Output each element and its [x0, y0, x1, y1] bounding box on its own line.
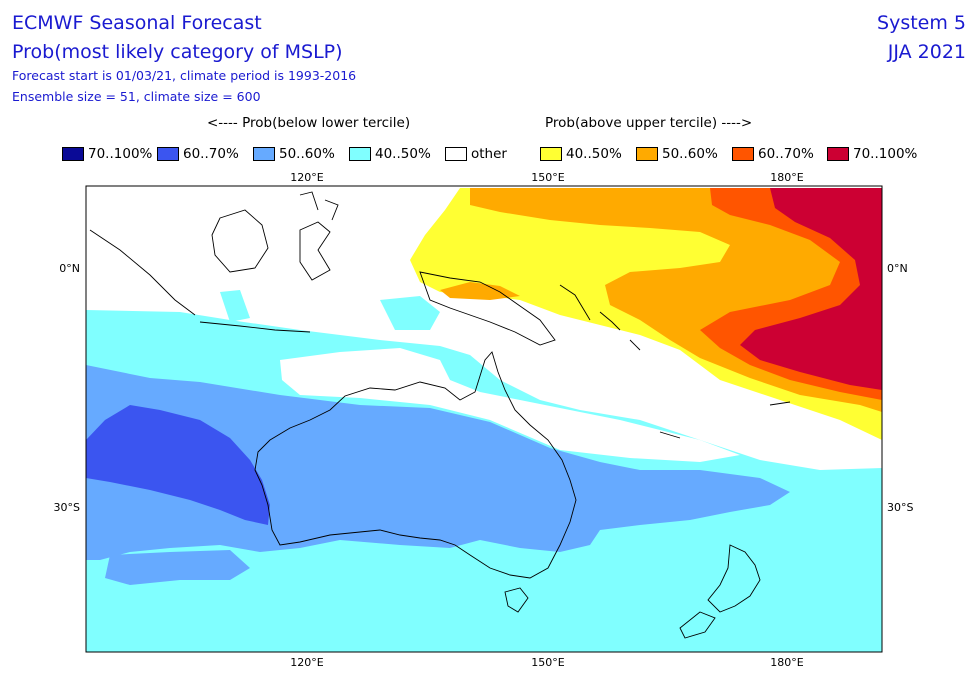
legend-swatch [253, 147, 275, 161]
lon-tick-top-150: 150°E [531, 171, 564, 184]
pacific-islands-coast [559, 284, 791, 439]
lon-tick-bottom-120: 120°E [290, 656, 323, 669]
ensemble-note: Ensemble size = 51, climate size = 600 [12, 89, 261, 104]
region-below-60-70 [86, 405, 270, 525]
lat-tick-right-30s: 30°S [887, 501, 913, 514]
region-above-70-100 [740, 188, 882, 390]
legend-swatch [349, 147, 371, 161]
sumatra-java-coast [89, 229, 311, 333]
sulawesi-coast [299, 221, 331, 281]
lon-tick-bottom-150: 150°E [531, 656, 564, 669]
borneo-coast [211, 209, 269, 273]
australia-coast [254, 351, 577, 579]
chart-title: ECMWF Seasonal Forecast [12, 12, 262, 34]
region-other-interior [280, 348, 740, 462]
lat-tick-left-30s: 30°S [54, 501, 80, 514]
legend-below-heading: <---- Prob(below lower tercile) [207, 115, 411, 131]
legend-label: other [471, 146, 507, 162]
chart-subtitle: Prob(most likely category of MSLP) [12, 41, 343, 63]
lon-tick-top-180: 180°E [770, 171, 803, 184]
legend-above-heading: Prob(above upper tercile) ----> [545, 115, 753, 131]
legend-swatch [827, 147, 849, 161]
lon-tick-top-120: 120°E [290, 171, 323, 184]
legend-label: 60..70% [758, 146, 814, 162]
region-below-50-60-tasman [105, 550, 250, 585]
new-guinea-coast [419, 271, 556, 346]
legend-label: 40..50% [375, 146, 431, 162]
season-label: JJA 2021 [887, 41, 966, 63]
forecast-start-note: Forecast start is 01/03/21, climate peri… [12, 68, 357, 83]
map-frame [85, 185, 883, 653]
legend-label: 70..100% [853, 146, 918, 162]
legend-swatch [540, 147, 562, 161]
new-zealand-coast [679, 544, 761, 639]
legend-label: 60..70% [183, 146, 239, 162]
legend-swatch [62, 147, 84, 161]
lat-tick-right-0: 0°N [887, 262, 908, 275]
region-below-40-50-north [210, 290, 440, 356]
tasmania-coast [504, 587, 529, 613]
legend-label: 70..100% [88, 146, 153, 162]
legend-swatch [636, 147, 658, 161]
legend-label: 50..60% [662, 146, 718, 162]
system-label: System 5 [877, 12, 966, 34]
legend-label: 50..60% [279, 146, 335, 162]
legend-swatch [445, 147, 467, 161]
lon-tick-bottom-180: 180°E [770, 656, 803, 669]
coastlines [89, 191, 791, 639]
philippines-coast [299, 191, 339, 221]
legend-swatch [157, 147, 179, 161]
legend-swatch [732, 147, 754, 161]
lat-tick-left-0: 0°N [59, 262, 80, 275]
legend-label: 40..50% [566, 146, 622, 162]
